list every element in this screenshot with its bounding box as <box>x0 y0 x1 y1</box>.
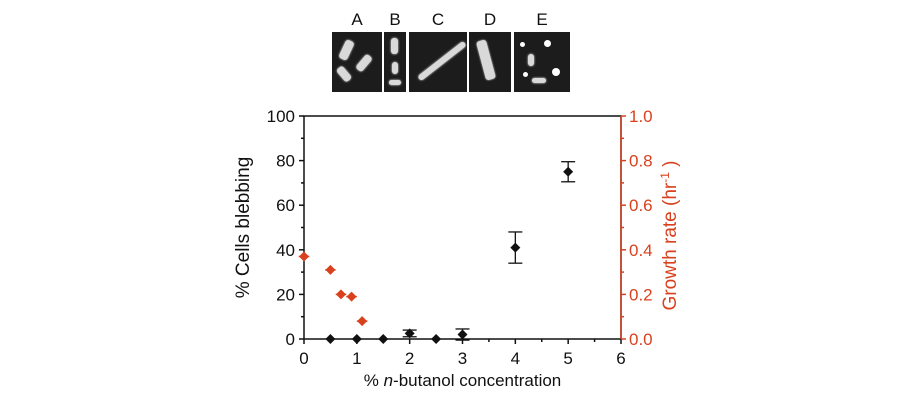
micrograph-image-c <box>409 32 467 92</box>
y-right-tick-label-1.0: 1.0 <box>629 107 653 126</box>
growth-point-3 <box>346 291 357 302</box>
y-right-tick-label-0.0: 0.0 <box>629 330 653 349</box>
micrograph-image-d <box>469 32 511 92</box>
micrograph-image-b <box>384 32 406 92</box>
growth-point-4 <box>357 316 368 327</box>
micrograph-image-e <box>514 32 570 92</box>
micrograph-image-a <box>332 32 382 92</box>
y-right-tick-label-0.2: 0.2 <box>629 285 653 304</box>
blebbing-point-2 <box>378 334 389 344</box>
y-left-tick-label-20: 20 <box>276 285 295 304</box>
growth-point-0 <box>299 251 309 262</box>
growth-point-2 <box>335 289 346 300</box>
y-left-tick-label-80: 80 <box>276 152 295 171</box>
y-left-tick-label-60: 60 <box>276 196 295 215</box>
y-right-tick-label-0.4: 0.4 <box>629 241 653 260</box>
blebbing-point-7 <box>563 166 574 177</box>
y-right-axis-label: Growth rate (hr-1 ) <box>658 160 681 310</box>
x-tick-label-5: 5 <box>563 349 572 368</box>
panel-label-a: A <box>351 10 363 29</box>
y-left-axis-label: % Cells blebbing <box>233 157 254 299</box>
blebbing-point-5 <box>457 329 468 340</box>
x-tick-label-2: 2 <box>405 349 414 368</box>
x-axis-label-suffix: -butanol concentration <box>393 371 561 390</box>
plot-frame <box>303 115 622 340</box>
blebbing-point-0 <box>325 334 336 344</box>
panel-label-c: C <box>431 10 445 29</box>
y-right-tick-label-0.8: 0.8 <box>629 152 653 171</box>
blebbing-point-3 <box>404 328 415 339</box>
y-right-axis-label-close: ) <box>660 160 681 172</box>
y-right-tick-label-0.6: 0.6 <box>629 196 653 215</box>
y-left-tick-label-40: 40 <box>276 241 295 260</box>
y-right-axis-label-main: Growth rate (hr <box>660 182 681 310</box>
x-axis-label-italic: n <box>384 371 393 390</box>
panel-label-b: B <box>389 10 401 29</box>
x-axis-label-prefix: % <box>364 371 384 390</box>
blebbing-point-6 <box>510 242 521 253</box>
growth-point-1 <box>325 264 336 275</box>
panel-label-e: E <box>536 10 548 29</box>
blebbing-point-4 <box>431 334 442 344</box>
y-right-axis-label-sup: -1 <box>658 172 672 183</box>
x-tick-label-4: 4 <box>511 349 520 368</box>
x-tick-label-6: 6 <box>616 349 625 368</box>
x-tick-label-3: 3 <box>458 349 467 368</box>
y-left-tick-label-100: 100 <box>267 107 295 126</box>
y-left-tick-label-0: 0 <box>286 330 295 349</box>
panel-label-d: D <box>483 10 497 29</box>
x-axis-label: % n-butanol concentration <box>364 371 562 390</box>
x-tick-label-0: 0 <box>299 349 308 368</box>
x-tick-label-1: 1 <box>352 349 361 368</box>
blebbing-point-1 <box>351 334 362 344</box>
